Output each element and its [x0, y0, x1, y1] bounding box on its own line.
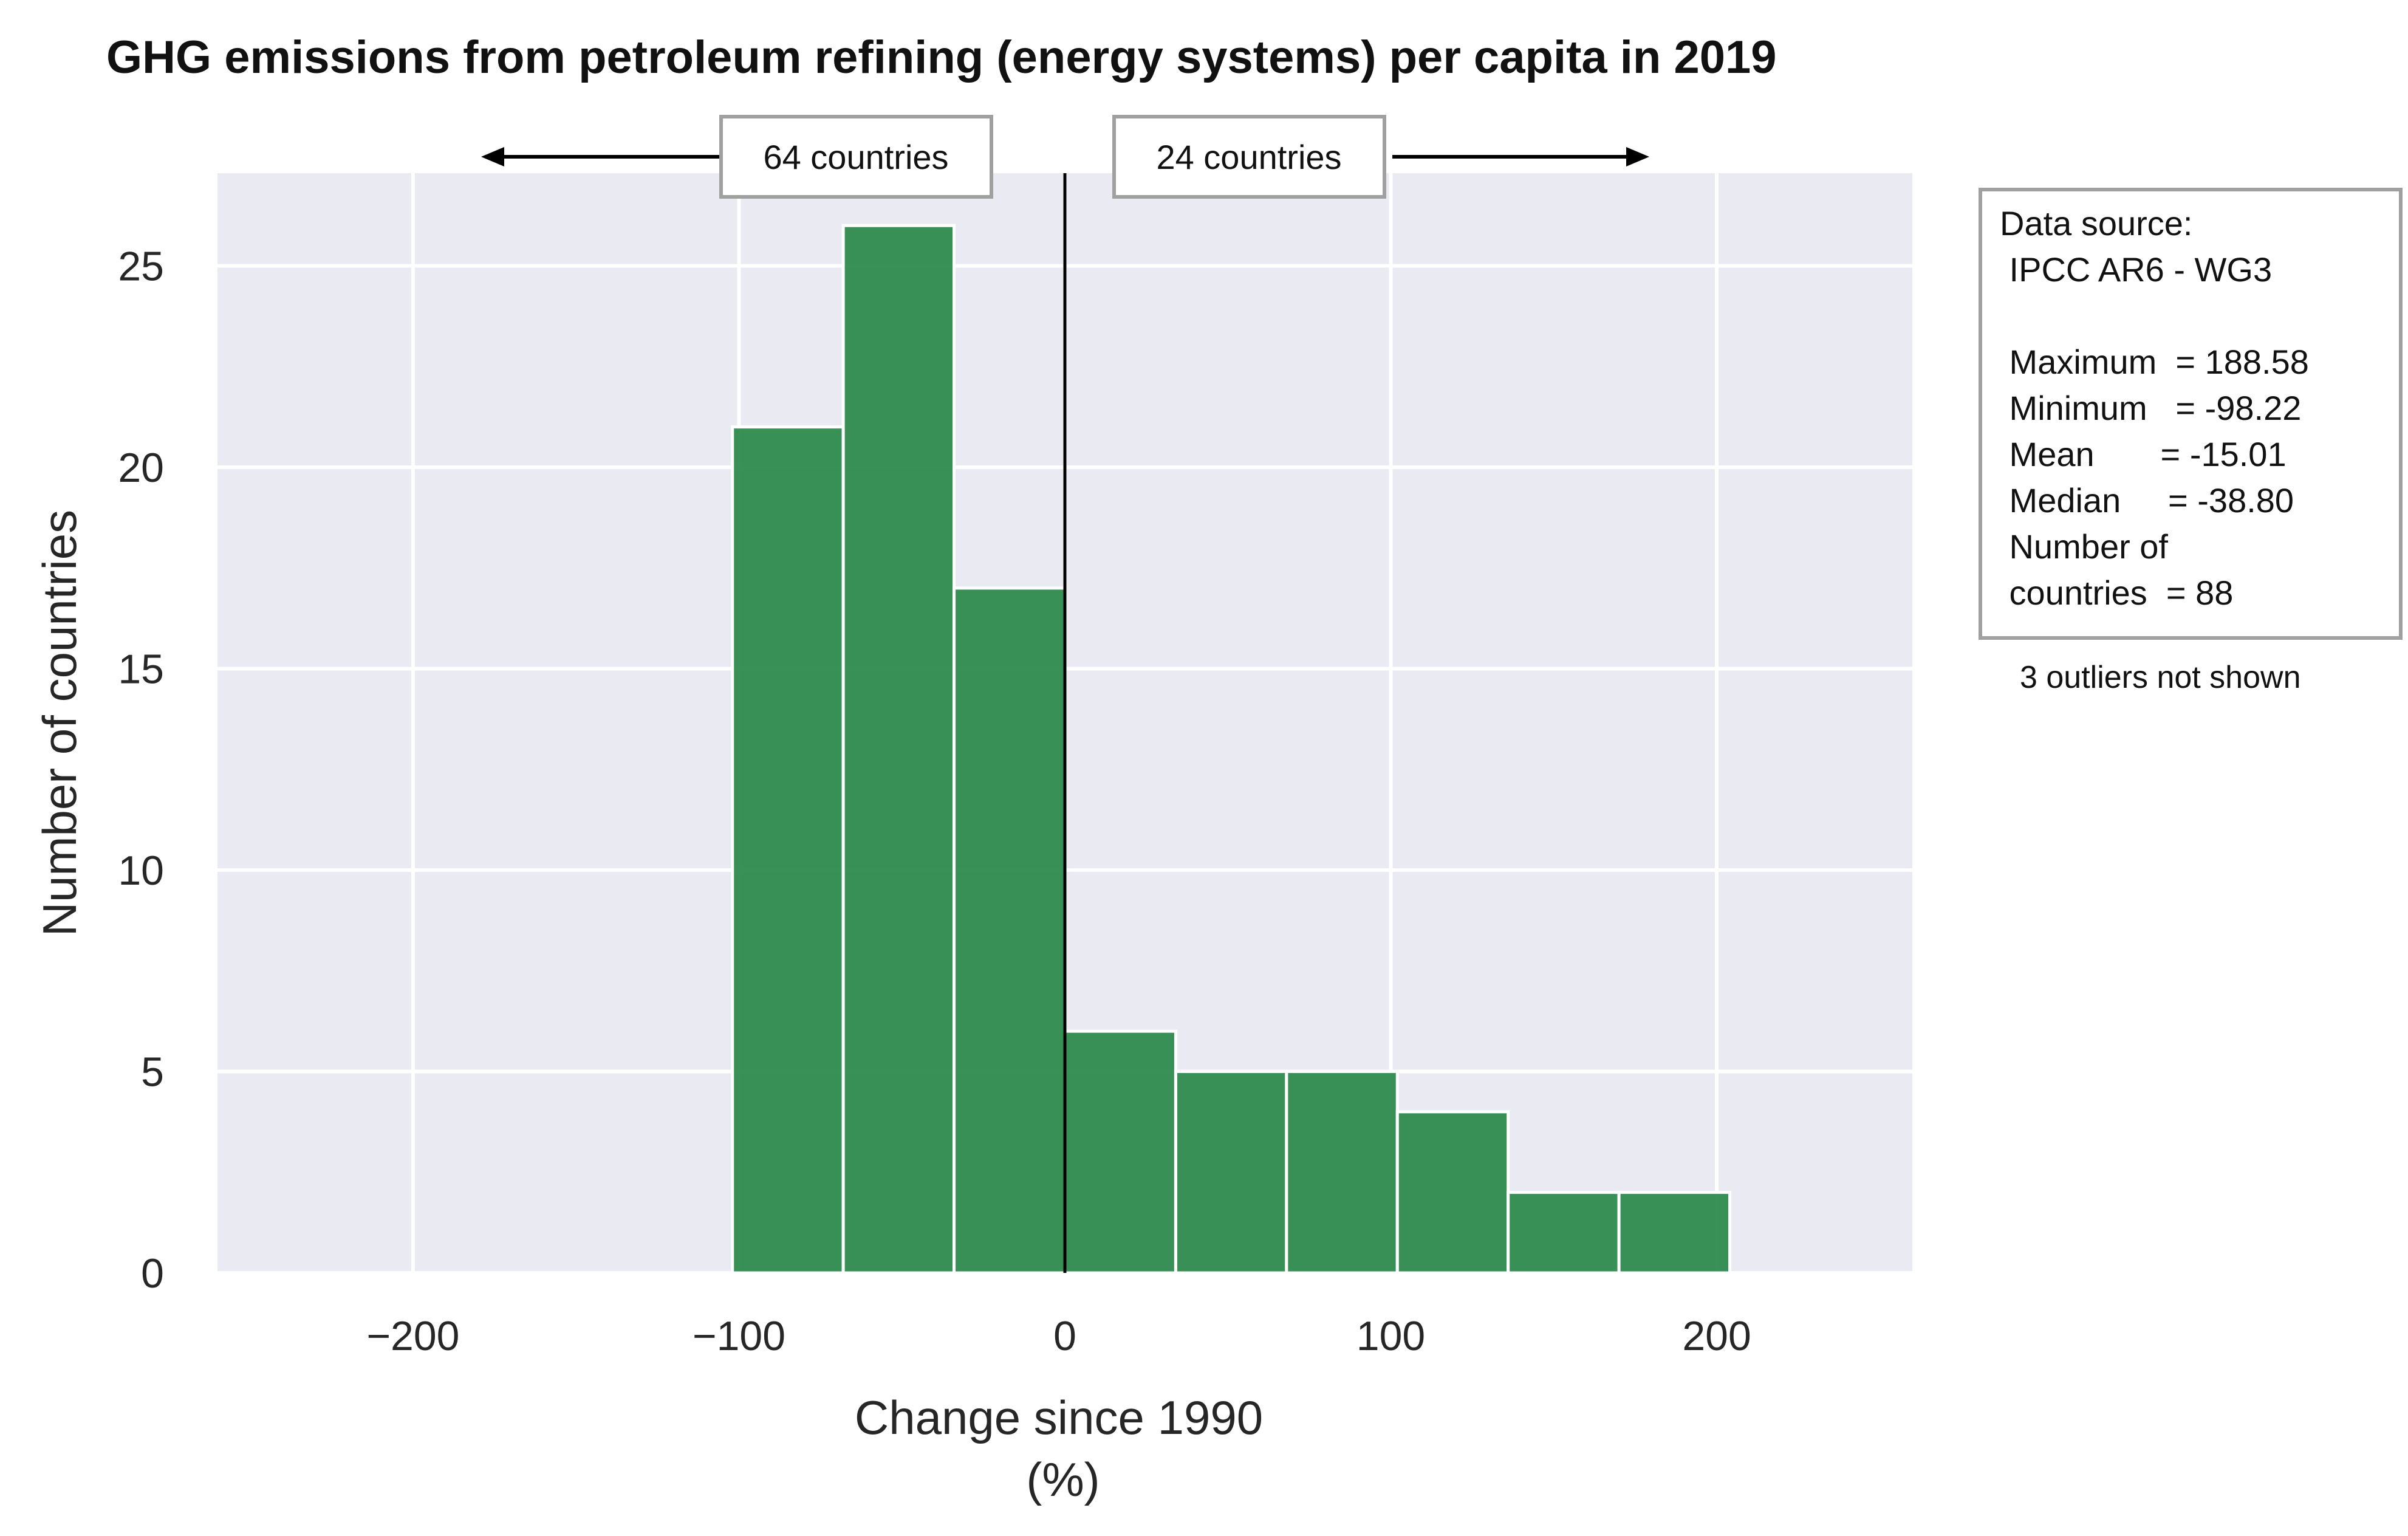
histogram-bar — [953, 586, 1067, 1275]
info-box-line: Minimum = -98.22 — [2000, 389, 2301, 427]
x-tick-label: 100 — [1356, 1313, 1425, 1359]
info-box — [1979, 188, 2403, 640]
y-tick-label: 25 — [118, 243, 164, 289]
x-axis-unit: (%) — [1026, 1453, 1100, 1506]
histogram-bar — [1507, 1190, 1621, 1275]
y-tick-labels: 0 5 10 15 20 25 — [118, 243, 164, 1297]
x-axis-label: Change since 1990 — [855, 1391, 1263, 1444]
y-tick-label: 15 — [118, 646, 164, 692]
histogram-bar — [841, 224, 956, 1275]
info-box-line: Mean = -15.01 — [2000, 435, 2287, 473]
left-count-annotation: 64 countries — [481, 115, 993, 199]
x-tick-labels: −200 −100 0 100 200 — [366, 1313, 1751, 1359]
info-box-line: Data source: — [2000, 204, 2193, 242]
right-count-box — [1112, 115, 1386, 199]
y-tick-label: 20 — [118, 445, 164, 491]
right-arrow-head — [1626, 147, 1649, 166]
info-box-line: IPCC AR6 - WG3 — [2000, 250, 2272, 289]
y-tick-label: 0 — [141, 1250, 164, 1297]
left-count-label: 64 countries — [763, 138, 948, 176]
histogram-bar — [1617, 1190, 1732, 1275]
right-count-label: 24 countries — [1156, 138, 1341, 176]
histogram-bar — [1395, 1110, 1510, 1275]
x-tick-label: 200 — [1682, 1313, 1751, 1359]
right-count-annotation: 24 countries — [1112, 115, 1649, 199]
y-axis-label: Number of countries — [33, 510, 86, 936]
histogram-bar — [1174, 1069, 1288, 1275]
outliers-note: 3 outliers not shown — [2020, 660, 2301, 695]
left-arrow-head — [481, 147, 504, 166]
x-tick-label: −200 — [366, 1313, 459, 1359]
info-box-line: Maximum = 188.58 — [2000, 343, 2309, 381]
left-count-box — [719, 115, 993, 199]
histogram-bar — [1063, 1029, 1177, 1275]
info-box-lines: Data source: IPCC AR6 - WG3 Maximum = 18… — [2000, 204, 2309, 612]
chart-title: GHG emissions from petroleum refining (e… — [106, 32, 1777, 83]
y-tick-label: 10 — [118, 848, 164, 894]
histogram-bar — [731, 425, 845, 1275]
histogram-bar — [1285, 1069, 1399, 1275]
histogram-bars — [731, 224, 1732, 1275]
y-tick-label: 5 — [141, 1049, 164, 1095]
info-box-line: countries = 88 — [2000, 574, 2233, 612]
x-tick-label: −100 — [693, 1313, 785, 1359]
info-box-line: Median = -38.80 — [2000, 481, 2294, 519]
x-tick-label: 0 — [1053, 1313, 1076, 1359]
info-box-line: Number of — [2000, 527, 2168, 566]
